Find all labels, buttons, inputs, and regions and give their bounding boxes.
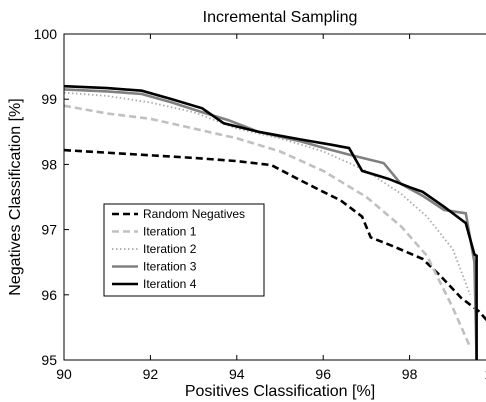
series-line-5 — [63, 84, 478, 360]
y-axis-label: Negatives Classification [%] — [7, 98, 24, 295]
legend-label-2: Iteration 1 — [143, 225, 197, 239]
x-axis: 90 92 94 96 98 100 — [56, 34, 486, 382]
x-tick-label: 92 — [143, 366, 159, 382]
legend-label-5: Iteration 4 — [143, 277, 197, 291]
legend-label-4: Iteration 3 — [143, 260, 197, 274]
series-line-2 — [63, 104, 472, 348]
series-line-3 — [63, 91, 471, 296]
legend: Random Negatives Iteration 1 Iteration 2 It… — [103, 203, 265, 297]
y-tick-label: 100 — [34, 26, 58, 42]
chart-title: Incremental Sampling — [203, 9, 358, 26]
y-tick-label: 98 — [41, 156, 57, 172]
x-tick-label: 98 — [402, 366, 418, 382]
plot-frame — [63, 33, 486, 361]
series-line-1 — [63, 148, 486, 322]
legend-label-3: Iteration 2 — [143, 242, 197, 256]
legend-box — [103, 203, 265, 297]
x-tick-label: 96 — [315, 366, 331, 382]
y-tick-label: 99 — [41, 91, 57, 107]
y-axis: 95 96 97 98 99 100 — [34, 26, 69, 368]
x-tick-label: 100 — [484, 366, 486, 382]
y-tick-label: 95 — [41, 352, 57, 368]
x-axis-label: Positives Classification [%] — [185, 383, 375, 400]
x-tick-label: 94 — [229, 366, 245, 382]
plot-area — [63, 84, 486, 361]
x-tick-label: 90 — [56, 366, 72, 382]
legend-label-1: Random Negatives — [143, 207, 245, 221]
y-tick-label: 96 — [41, 287, 57, 303]
y-tick-label: 97 — [41, 222, 57, 238]
